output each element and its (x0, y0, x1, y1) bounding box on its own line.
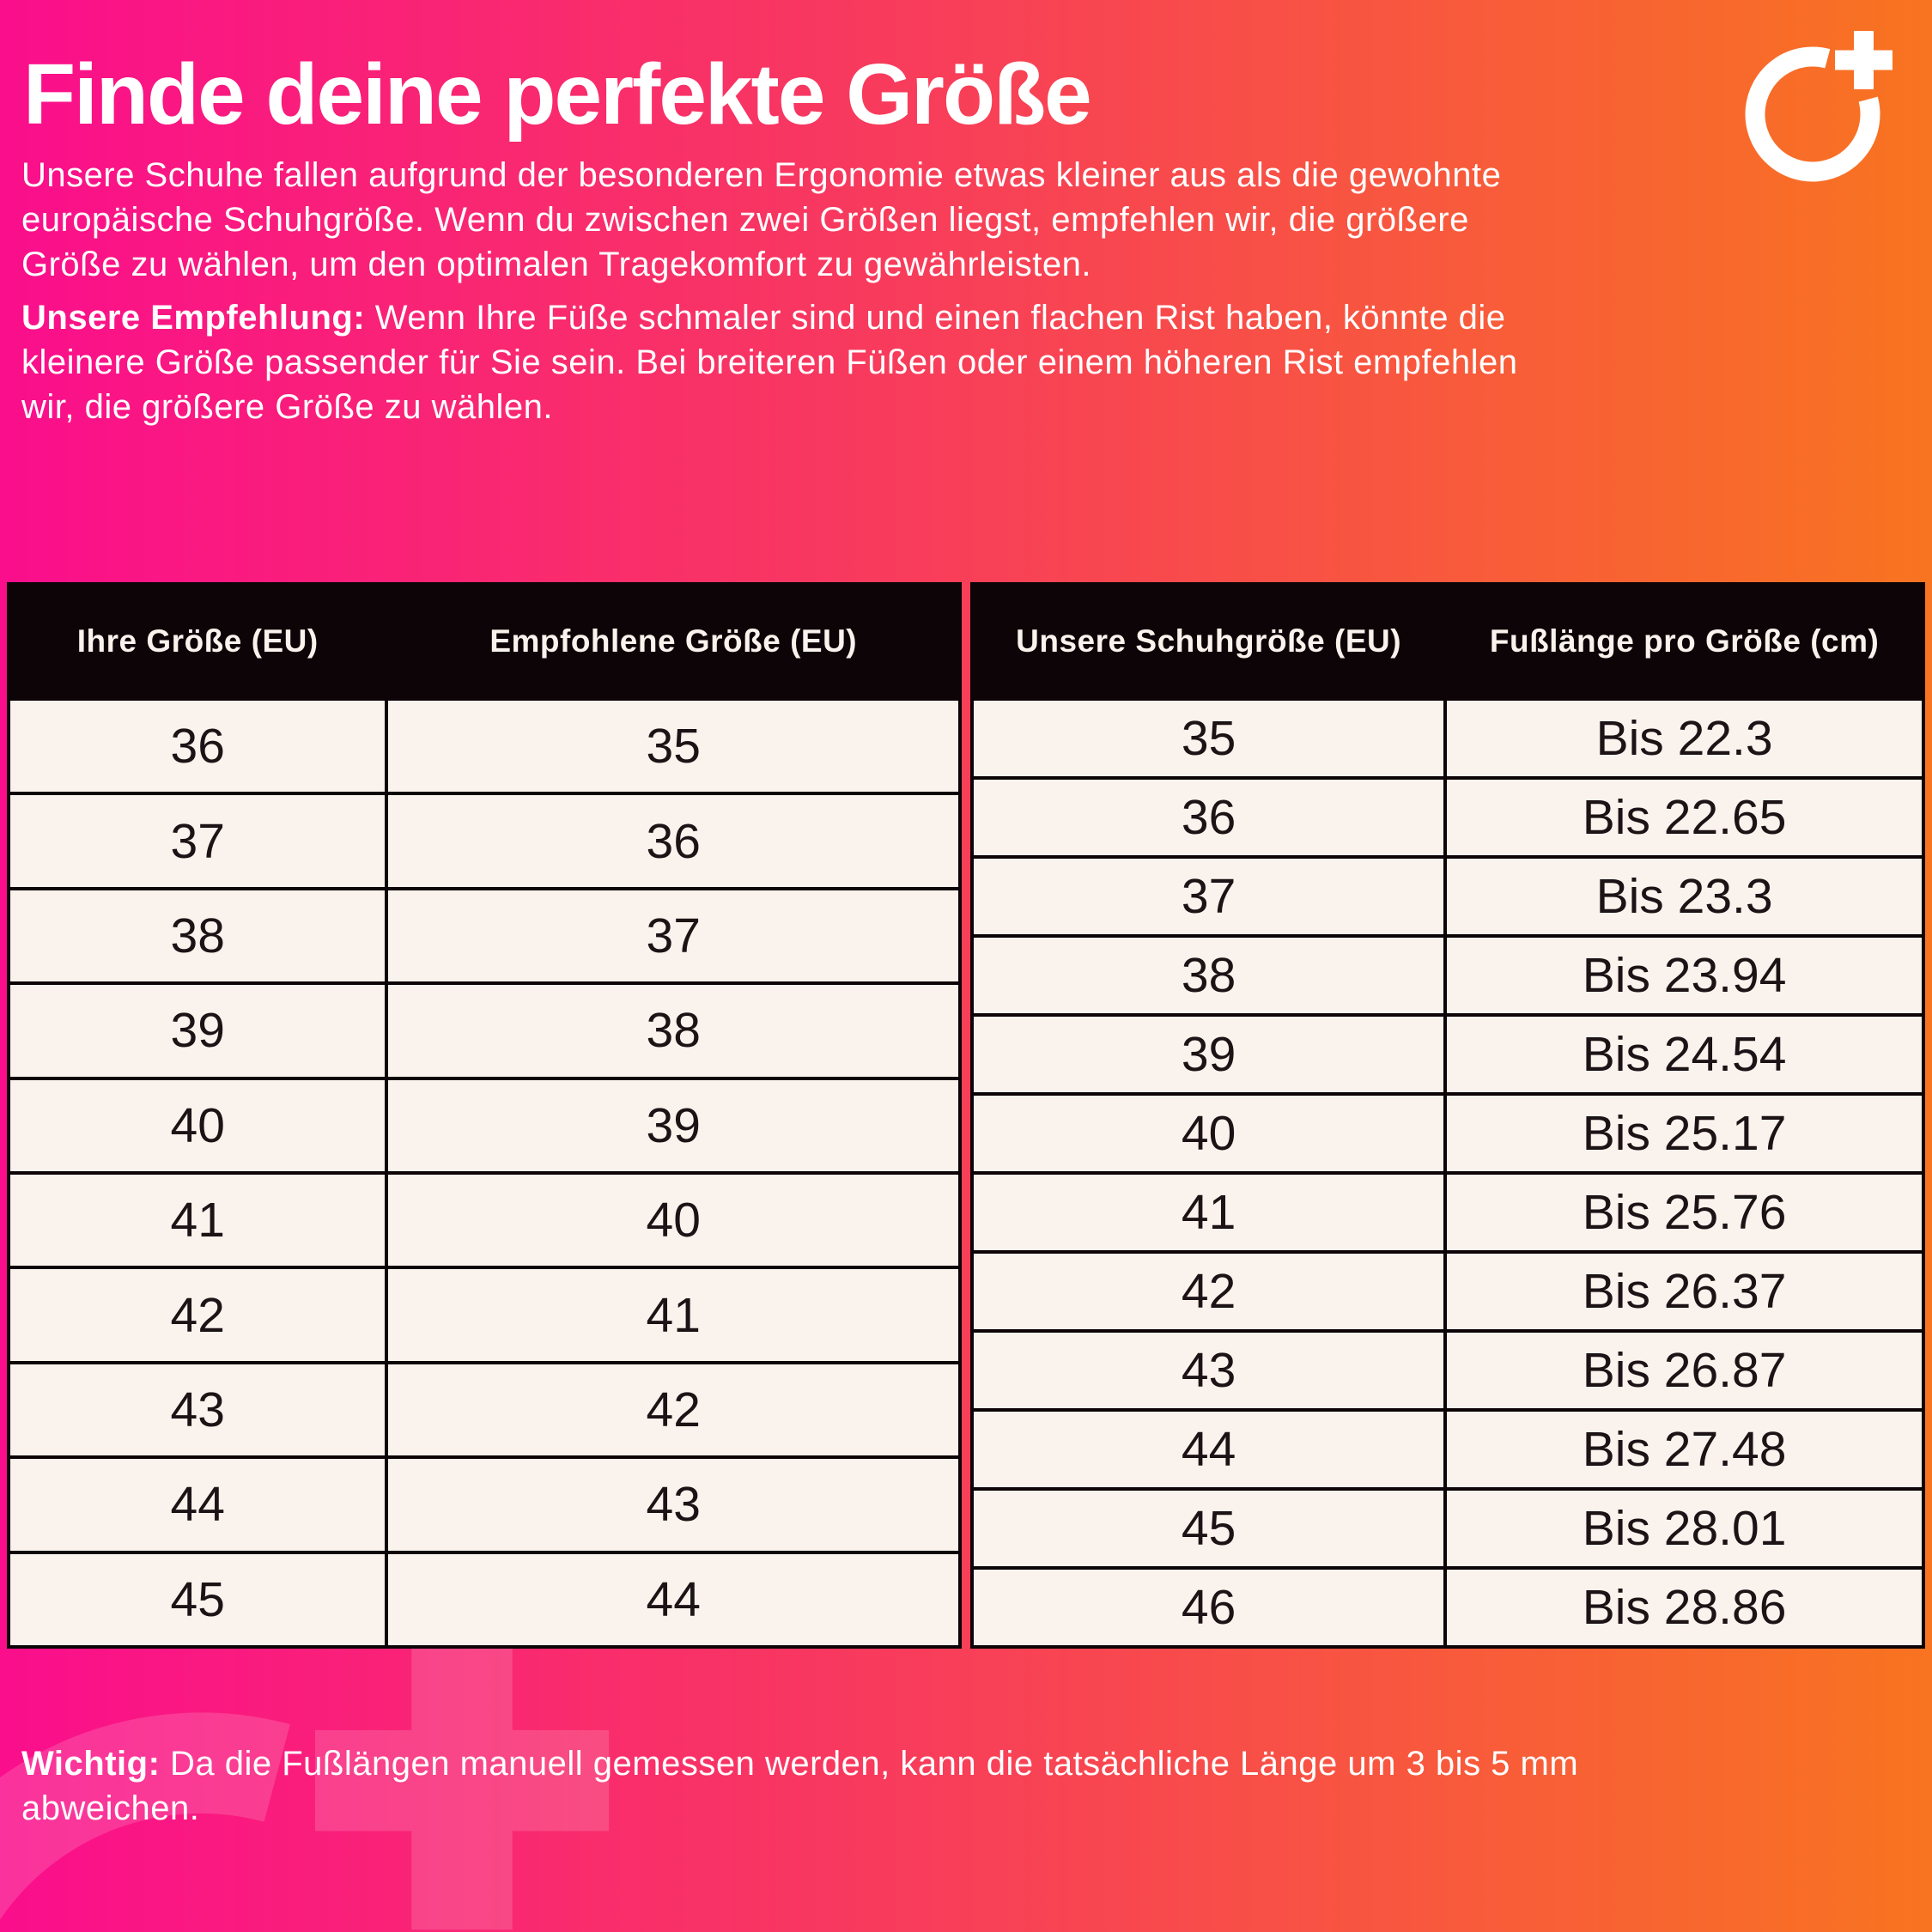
table-row: 46 Bis 28.86 (969, 1566, 1925, 1649)
table-row: 37 Bis 23.3 (969, 855, 1925, 938)
table-cell: 37 (6, 792, 389, 890)
table-row: 40 39 (6, 1076, 962, 1175)
table-cell: Bis 23.3 (1443, 855, 1925, 938)
intro-text: Unsere Schuhe fallen aufgrund der besond… (21, 153, 1911, 287)
table-cell: 45 (6, 1550, 389, 1649)
table-cell: Bis 28.01 (1443, 1487, 1925, 1570)
table-cell: Bis 22.65 (1443, 776, 1925, 859)
table-row: 38 Bis 23.94 (969, 934, 1925, 1017)
table-row: 41 40 (6, 1170, 962, 1270)
note-line: abweichen. (21, 1789, 200, 1827)
table-header-cell: Unsere Schuhgröße (EU) (969, 582, 1448, 701)
table-cell: Bis 22.3 (1443, 697, 1925, 780)
intro-line: europäische Schuhgröße. Wenn du zwischen… (21, 201, 1469, 239)
table-row: 36 35 (6, 696, 962, 796)
table-cell: 38 (6, 886, 389, 986)
note-line: Wichtig: Da die Fußlängen manuell gemess… (21, 1741, 1911, 1786)
recommendation-line: wir, die größere Größe zu wählen. (21, 388, 553, 426)
table-cell: 40 (6, 1076, 389, 1175)
table-cell: Bis 27.48 (1443, 1408, 1925, 1491)
table-row: 45 Bis 28.01 (969, 1487, 1925, 1570)
table-row: 43 42 (6, 1360, 962, 1460)
table-row: 45 44 (6, 1550, 962, 1649)
size-conversion-table-header: Ihre Größe (EU) Empfohlene Größe (EU) (6, 582, 962, 701)
brand-o-plus-logo-icon (1745, 31, 1893, 182)
recommendation-label: Unsere Empfehlung: (21, 299, 366, 337)
table-cell: 39 (6, 981, 389, 1080)
table-cell: 40 (969, 1092, 1448, 1175)
table-cell: 41 (6, 1170, 389, 1270)
table-cell: 42 (6, 1266, 389, 1364)
page-title: Finde deine perfekte Größe (23, 46, 1092, 143)
table-cell: 45 (969, 1487, 1448, 1570)
table-row: 37 36 (6, 792, 962, 890)
table-cell: Bis 26.37 (1443, 1250, 1925, 1333)
table-cell: 44 (969, 1408, 1448, 1491)
table-cell: 46 (969, 1566, 1448, 1649)
table-cell: Bis 25.17 (1443, 1092, 1925, 1175)
table-row: 41 Bis 25.76 (969, 1171, 1925, 1254)
table-cell: 44 (385, 1550, 962, 1649)
size-tables-section: Ihre Größe (EU) Empfohlene Größe (EU) 36… (6, 582, 1925, 1649)
size-conversion-table: Ihre Größe (EU) Empfohlene Größe (EU) 36… (6, 582, 962, 1649)
table-row: 38 37 (6, 886, 962, 986)
note-text: Wichtig: Da die Fußlängen manuell gemess… (21, 1741, 1911, 1831)
table-cell: 38 (969, 934, 1448, 1017)
recommendation-line: Unsere Empfehlung: Wenn Ihre Füße schmal… (21, 295, 1911, 340)
note-line-rest: Da die Fußlängen manuell gemessen werden… (160, 1745, 1579, 1783)
table-row: 42 41 (6, 1266, 962, 1364)
table-cell: 35 (385, 696, 962, 796)
table-cell: 37 (969, 855, 1448, 938)
table-cell: 35 (969, 697, 1448, 780)
recommendation-line: kleinere Größe passender für Sie sein. B… (21, 343, 1518, 381)
intro-line: Größe zu wählen, um den optimalen Tragek… (21, 246, 1091, 283)
table-cell: Bis 24.54 (1443, 1013, 1925, 1096)
table-cell: 43 (6, 1360, 389, 1460)
table-row: 44 Bis 27.48 (969, 1408, 1925, 1491)
table-cell: 43 (969, 1329, 1448, 1412)
table-header-cell: Empfohlene Größe (EU) (385, 582, 962, 701)
table-cell: 39 (969, 1013, 1448, 1096)
table-row: 36 Bis 22.65 (969, 776, 1925, 859)
content-area: Finde deine perfekte Größe Unsere Schuhe… (6, 31, 1925, 1831)
table-cell: Bis 25.76 (1443, 1171, 1925, 1254)
table-cell: 42 (385, 1360, 962, 1460)
table-cell: 37 (385, 886, 962, 986)
table-cell: 39 (385, 1076, 962, 1175)
table-header-cell: Ihre Größe (EU) (6, 582, 389, 701)
watermark-o-plus-logo-icon (0, 1631, 610, 1930)
table-row: 39 38 (6, 981, 962, 1080)
table-cell: Bis 28.86 (1443, 1566, 1925, 1649)
table-cell: 41 (385, 1266, 962, 1364)
table-row: 39 Bis 24.54 (969, 1013, 1925, 1096)
table-header-cell: Fußlänge pro Größe (cm) (1443, 582, 1925, 701)
table-row: 35 Bis 22.3 (969, 697, 1925, 780)
table-cell: 43 (385, 1455, 962, 1554)
recommendation-text: Unsere Empfehlung: Wenn Ihre Füße schmal… (21, 295, 1911, 429)
note-label: Wichtig: (21, 1745, 161, 1783)
table-row: 43 Bis 26.87 (969, 1329, 1925, 1412)
table-row: 40 Bis 25.17 (969, 1092, 1925, 1175)
table-cell: 36 (6, 696, 389, 796)
table-cell: Bis 23.94 (1443, 934, 1925, 1017)
table-cell: 42 (969, 1250, 1448, 1333)
table-cell: 41 (969, 1171, 1448, 1254)
table-cell: 40 (385, 1170, 962, 1270)
foot-length-table: Unsere Schuhgröße (EU) Fußlänge pro Größ… (969, 582, 1925, 1649)
table-cell: Bis 26.87 (1443, 1329, 1925, 1412)
table-cell: 44 (6, 1455, 389, 1554)
table-row: 42 Bis 26.37 (969, 1250, 1925, 1333)
table-cell: 36 (969, 776, 1448, 859)
recommendation-line-rest: Wenn Ihre Füße schmaler sind und einen f… (365, 299, 1506, 337)
foot-length-table-header: Unsere Schuhgröße (EU) Fußlänge pro Größ… (969, 582, 1925, 701)
table-row: 44 43 (6, 1455, 962, 1554)
table-cell: 38 (385, 981, 962, 1080)
intro-line: Unsere Schuhe fallen aufgrund der besond… (21, 156, 1502, 194)
table-cell: 36 (385, 792, 962, 890)
